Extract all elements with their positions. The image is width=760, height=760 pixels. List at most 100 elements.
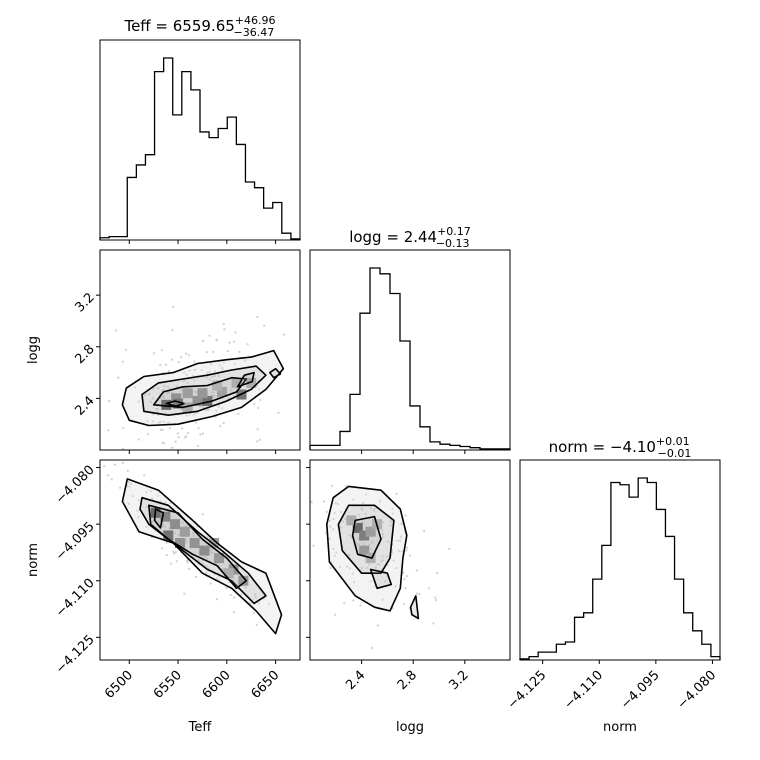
density-cell bbox=[189, 538, 200, 549]
contour-line bbox=[148, 504, 248, 590]
scatter-point bbox=[376, 563, 379, 566]
scatter-point bbox=[366, 566, 369, 569]
xlabel-norm: norm bbox=[603, 720, 637, 735]
scatter-point bbox=[212, 394, 215, 397]
density-cell bbox=[192, 395, 203, 406]
scatter-point bbox=[249, 601, 252, 605]
scatter-point bbox=[152, 420, 155, 423]
scatter-point bbox=[193, 379, 196, 382]
scatter-point bbox=[167, 370, 170, 373]
scatter-point bbox=[177, 533, 180, 536]
scatter-point bbox=[218, 578, 221, 582]
scatter-point bbox=[369, 580, 372, 583]
scatter-point bbox=[434, 599, 438, 602]
scatter-point bbox=[258, 438, 261, 441]
scatter-point bbox=[213, 374, 216, 378]
scatter-point bbox=[182, 379, 186, 383]
scatter-point bbox=[145, 525, 148, 529]
scatter-point bbox=[212, 350, 215, 353]
scatter-point bbox=[145, 505, 148, 509]
scatter-point bbox=[244, 586, 247, 589]
scatter-point bbox=[128, 485, 131, 488]
panel-border bbox=[99, 39, 301, 241]
scatter-point bbox=[164, 501, 167, 504]
scatter-point bbox=[191, 532, 195, 535]
scatter-point bbox=[206, 536, 209, 539]
scatter-point bbox=[312, 544, 315, 547]
scatter-point bbox=[336, 503, 340, 506]
density-cell bbox=[223, 568, 234, 579]
scatter-point bbox=[121, 360, 124, 363]
scatter-point bbox=[415, 569, 418, 572]
density-cell bbox=[175, 538, 185, 549]
scatter-point bbox=[423, 529, 426, 533]
scatter-point bbox=[174, 550, 178, 554]
scatter-point bbox=[117, 376, 120, 379]
scatter-point bbox=[364, 493, 367, 496]
scatter-point bbox=[147, 393, 151, 396]
scatter-point bbox=[392, 559, 395, 562]
scatter-point bbox=[398, 539, 402, 542]
scatter-point bbox=[361, 521, 364, 524]
scatter-point bbox=[185, 559, 189, 562]
scatter-point bbox=[434, 596, 437, 599]
scatter-point bbox=[168, 427, 172, 430]
hist-step-logg bbox=[309, 267, 511, 450]
scatter-point bbox=[172, 305, 175, 308]
panel-frame-1-1 bbox=[309, 249, 511, 454]
scatter-point bbox=[186, 431, 190, 434]
scatter-point bbox=[332, 517, 335, 521]
panel-content bbox=[107, 305, 286, 450]
scatter-point bbox=[371, 540, 374, 543]
scatter-point bbox=[325, 510, 328, 513]
scatter-point bbox=[395, 567, 398, 570]
scatter-point bbox=[436, 571, 439, 574]
scatter-point bbox=[348, 567, 351, 570]
scatter-point bbox=[201, 406, 205, 409]
scatter-point bbox=[156, 407, 160, 410]
density-cell bbox=[214, 553, 225, 564]
scatter-point bbox=[230, 389, 233, 392]
scatter-point bbox=[187, 354, 191, 357]
scatter-point bbox=[206, 371, 209, 374]
scatter-point bbox=[189, 412, 192, 416]
scatter-point bbox=[348, 533, 351, 536]
title-norm-name: norm bbox=[549, 438, 588, 456]
scatter-point bbox=[167, 421, 170, 424]
density-cell bbox=[359, 530, 370, 541]
contour-line bbox=[351, 515, 382, 559]
ylabel-logg: logg bbox=[26, 336, 41, 364]
scatter-point bbox=[253, 403, 256, 406]
scatter-point bbox=[368, 548, 371, 551]
hist-panel-logg bbox=[309, 267, 511, 450]
scatter-point bbox=[169, 501, 172, 504]
contour-line bbox=[337, 504, 395, 575]
scatter-point bbox=[208, 334, 211, 337]
scatter-point bbox=[277, 411, 280, 414]
scatter-point bbox=[124, 348, 127, 352]
scatter-point bbox=[256, 315, 259, 319]
scatter-point bbox=[359, 604, 362, 607]
scatter-point bbox=[334, 502, 337, 505]
scatter-point bbox=[196, 444, 200, 448]
contour-line bbox=[409, 594, 420, 620]
scatter-point bbox=[340, 526, 343, 529]
scatter-point bbox=[221, 366, 224, 370]
scatter-point bbox=[360, 566, 363, 570]
scatter-point bbox=[217, 575, 220, 578]
scatter-point bbox=[394, 585, 397, 588]
scatter-point bbox=[351, 572, 355, 575]
scatter-point bbox=[165, 541, 168, 544]
scatter-point bbox=[215, 598, 219, 601]
scatter-point bbox=[339, 565, 342, 569]
scatter-point bbox=[383, 580, 387, 583]
scatter-point bbox=[255, 623, 258, 627]
scatter-point bbox=[159, 500, 162, 503]
scatter-point bbox=[152, 352, 156, 355]
scatter-point bbox=[403, 602, 406, 605]
scatter-point bbox=[143, 474, 146, 477]
hist-panel-teff bbox=[99, 57, 301, 240]
scatter-point bbox=[385, 555, 389, 558]
scatter-point bbox=[166, 391, 169, 395]
